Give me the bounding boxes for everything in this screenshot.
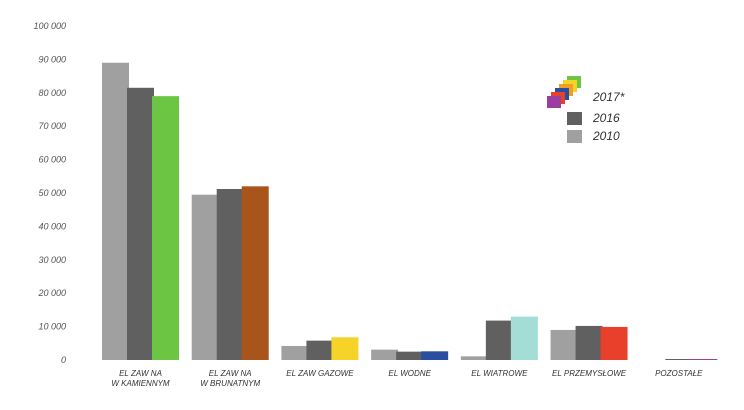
bar: [460, 356, 488, 360]
legend-swatch: [567, 112, 582, 125]
x-category-label: EL WODNE: [388, 369, 431, 378]
y-tick-label: 0: [61, 355, 66, 365]
x-category-label: POZOSTAŁE: [655, 369, 703, 378]
bar: [281, 345, 309, 360]
x-category-label: EL PRZEMYSŁOWE: [552, 369, 627, 378]
y-tick-label: 40 000: [38, 221, 66, 231]
bar: [600, 326, 628, 360]
x-category-label: W BRUNATNYM: [200, 379, 260, 388]
legend-label: 2016: [592, 111, 620, 125]
y-tick-label: 30 000: [38, 255, 66, 265]
y-tick-label: 70 000: [38, 121, 66, 131]
bar: [575, 325, 603, 360]
bar: [331, 337, 359, 360]
bar: [216, 188, 244, 360]
bar: [306, 340, 334, 360]
x-category-label: EL ZAW NA: [119, 369, 162, 378]
y-tick-label: 20 000: [37, 288, 66, 298]
legend-label: 2010: [592, 129, 620, 143]
bar: [152, 96, 179, 360]
bar: [191, 194, 219, 360]
x-category-label: EL ZAW NA: [209, 369, 252, 378]
bar: [396, 351, 424, 360]
bar: [421, 351, 449, 360]
bar: [510, 316, 538, 360]
x-category-label: EL ZAW GAZOWE: [286, 369, 354, 378]
legend-swatch: [567, 130, 582, 143]
bar: [371, 349, 399, 360]
y-tick-label: 90 000: [38, 54, 66, 64]
bar: [241, 186, 269, 360]
x-category-label: W KAMIENNYM: [111, 379, 170, 388]
bar: [550, 329, 578, 360]
bar: [690, 358, 718, 360]
y-tick-label: 10 000: [38, 322, 66, 332]
legend-swatch-stack: [547, 96, 561, 108]
y-tick-label: 60 000: [38, 155, 66, 165]
legend-label: 2017*: [592, 90, 625, 104]
y-tick-label: 80 000: [38, 88, 66, 98]
x-category-label: EL WIATROWE: [471, 369, 528, 378]
bar: [127, 87, 154, 360]
bar: [102, 62, 129, 361]
y-tick-label: 50 000: [38, 188, 66, 198]
y-tick-label: 100 000: [33, 21, 66, 31]
bar: [665, 359, 693, 360]
bar: [485, 320, 513, 360]
